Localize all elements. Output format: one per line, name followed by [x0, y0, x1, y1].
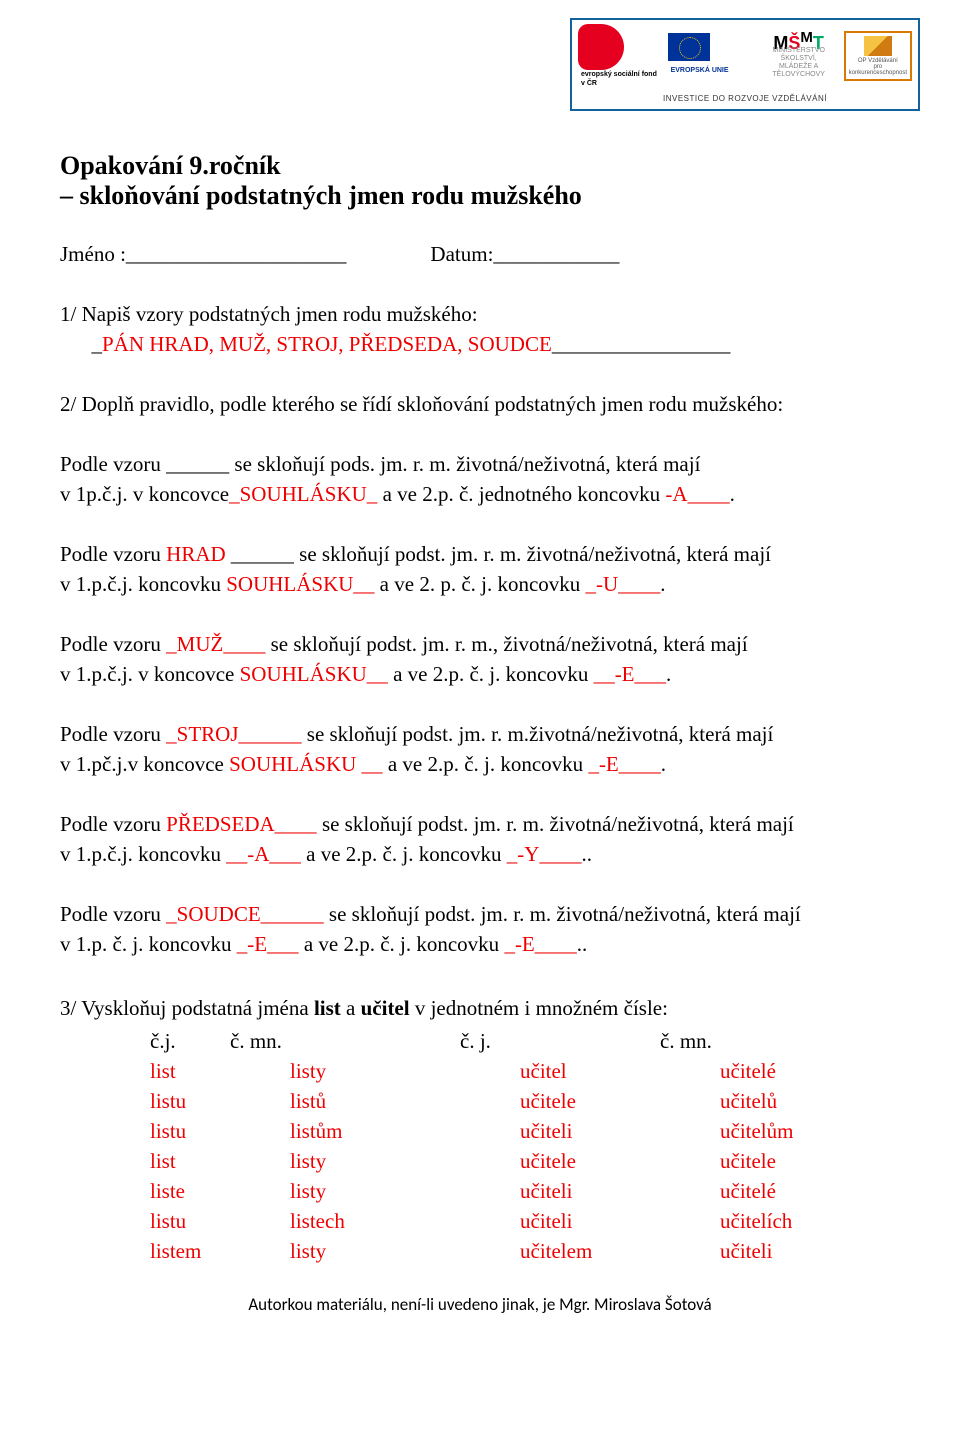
banner-caption: INVESTICE DO ROZVOJE VZDĚLÁVÁNÍ: [572, 92, 918, 109]
esf-icon: [578, 24, 624, 70]
rule1-line2: v 1.p.č.j. koncovku SOUHLÁSKU__ a ve 2. …: [60, 569, 900, 599]
eu-text: EVROPSKÁ UNIE: [671, 66, 729, 75]
task3-head-1: č.j.: [60, 1029, 230, 1054]
table-row: listulistůučiteleučitelů: [60, 1086, 900, 1116]
page-title: Opakování 9.ročník: [60, 151, 900, 181]
task1-answer-row: _PÁN HRAD, MUŽ, STROJ, PŘEDSEDA, SOUDCE_…: [60, 329, 900, 359]
op-logo: OP Vzdělávání pro konkurenceschopnost: [844, 31, 912, 81]
rule4-line1: Podle vzoru PŘEDSEDA____ se skloňují pod…: [60, 809, 900, 839]
table-row: listemlistyučitelemučiteli: [60, 1236, 900, 1266]
date-label: Datum:____________: [430, 242, 619, 266]
rule5-line1: Podle vzoru _SOUDCE______ se skloňují po…: [60, 899, 900, 929]
task3-head-2: č. mn.: [230, 1029, 460, 1054]
msmt-logo: MŠMT MINISTERSTVO ŠKOLSTVÍ, MLÁDEŽE A TĚ…: [760, 34, 838, 79]
page-subtitle: – skloňování podstatných jmen rodu mužsk…: [60, 181, 900, 211]
esf-text: evropský sociální fond v ČR: [581, 70, 662, 88]
task1-prompt: 1/ Napiš vzory podstatných jmen rodu muž…: [60, 299, 900, 329]
task3-table: listlistyučitelučitelé listulistůučitele…: [60, 1056, 900, 1266]
eu-logo: EVROPSKÁ UNIE: [668, 33, 754, 79]
task3-head-4: č. mn.: [660, 1029, 790, 1054]
eu-banner: evropský sociální fond v ČR EVROPSKÁ UNI…: [0, 0, 960, 121]
table-row: listulistechučiteliučitelích: [60, 1206, 900, 1236]
eu-flag-icon: [668, 33, 710, 61]
name-label: Jméno :_____________________: [60, 242, 346, 266]
rule4-line2: v 1.p.č.j. koncovku __-A___ a ve 2.p. č.…: [60, 839, 900, 869]
rule0-line1: Podle vzoru ______ se skloňují pods. jm.…: [60, 449, 900, 479]
table-row: listelistyučiteliučitelé: [60, 1176, 900, 1206]
name-date-row: Jméno :_____________________ Datum:_____…: [60, 239, 900, 269]
rule1-line1: Podle vzoru HRAD ______ se skloňují pods…: [60, 539, 900, 569]
task3-head-3: č. j.: [460, 1029, 660, 1054]
op-icon: [864, 36, 892, 56]
table-row: listlistyučitelučitelé: [60, 1056, 900, 1086]
task1-suffix: _________________: [552, 332, 731, 356]
footer-credit: Autorkou materiálu, není-li uvedeno jina…: [60, 1294, 900, 1315]
msmt-line1: MINISTERSTVO ŠKOLSTVÍ,: [760, 47, 838, 63]
msmt-icon: MŠMT: [760, 34, 838, 47]
rule2-line1: Podle vzoru _MUŽ____ se skloňují podst. …: [60, 629, 900, 659]
task1-prefix: _: [92, 332, 103, 356]
rule3-line2: v 1.pč.j.v koncovce SOUHLÁSKU __ a ve 2.…: [60, 749, 900, 779]
esf-logo: evropský sociální fond v ČR: [578, 24, 662, 88]
table-row: listlistyučiteleučitele: [60, 1146, 900, 1176]
banner-box: evropský sociální fond v ČR EVROPSKÁ UNI…: [570, 18, 920, 111]
task2-prompt: 2/ Doplň pravidlo, podle kterého se řídí…: [60, 389, 900, 419]
rule0-line2: v 1p.č.j. v koncovce_SOUHLÁSKU_ a ve 2.p…: [60, 479, 900, 509]
task3-headers: č.j. č. mn. č. j. č. mn.: [60, 1029, 900, 1054]
op-line2: pro konkurenceschopnost: [849, 64, 907, 76]
table-row: listulistůmučiteliučitelům: [60, 1116, 900, 1146]
msmt-line2: MLÁDEŽE A TĚLOVÝCHOVY: [760, 63, 838, 79]
rule2-line2: v 1.p.č.j. v koncovce SOUHLÁSKU__ a ve 2…: [60, 659, 900, 689]
rule3-line1: Podle vzoru _STROJ______ se skloňují pod…: [60, 719, 900, 749]
task1-answer: PÁN HRAD, MUŽ, STROJ, PŘEDSEDA, SOUDCE: [102, 332, 552, 356]
task3-prompt: 3/ Vyskloňuj podstatná jména list a učit…: [60, 993, 900, 1023]
rule5-line2: v 1.p. č. j. koncovku _-E___ a ve 2.p. č…: [60, 929, 900, 959]
banner-logos: evropský sociální fond v ČR EVROPSKÁ UNI…: [572, 20, 918, 92]
